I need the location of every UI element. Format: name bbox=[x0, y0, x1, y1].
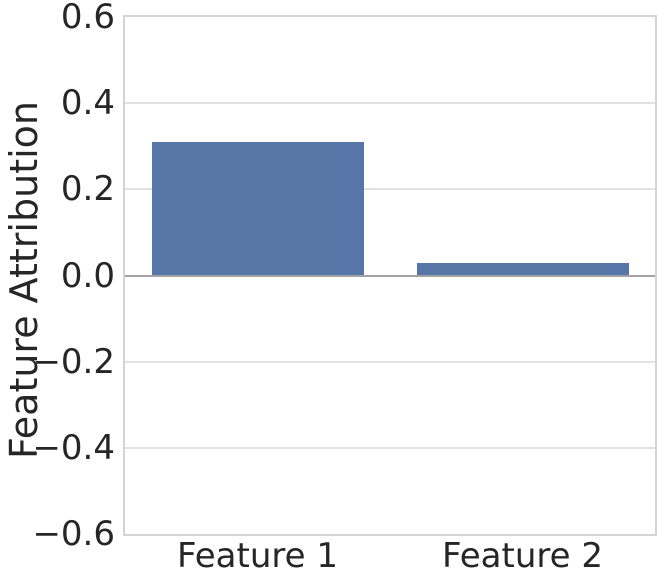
bar-1 bbox=[151, 141, 364, 276]
gridline bbox=[125, 446, 655, 449]
y-tick-label: −0.6 bbox=[32, 514, 115, 554]
y-tick-label: 0.2 bbox=[60, 169, 115, 210]
plot-area bbox=[123, 15, 657, 536]
x-tick-label: Feature 1 bbox=[177, 536, 338, 576]
zero-line bbox=[125, 274, 655, 277]
y-tick-label: 0.0 bbox=[60, 255, 115, 296]
x-tick-label: Feature 2 bbox=[442, 536, 603, 576]
gridline bbox=[125, 360, 655, 363]
bar-2 bbox=[416, 262, 629, 276]
gridline bbox=[125, 102, 655, 105]
gridline bbox=[125, 188, 655, 191]
y-tick-label: 0.4 bbox=[60, 83, 115, 124]
y-tick-label: −0.2 bbox=[32, 341, 115, 382]
y-tick-label: 0.6 bbox=[60, 0, 115, 37]
y-tick-label: −0.4 bbox=[32, 427, 115, 468]
